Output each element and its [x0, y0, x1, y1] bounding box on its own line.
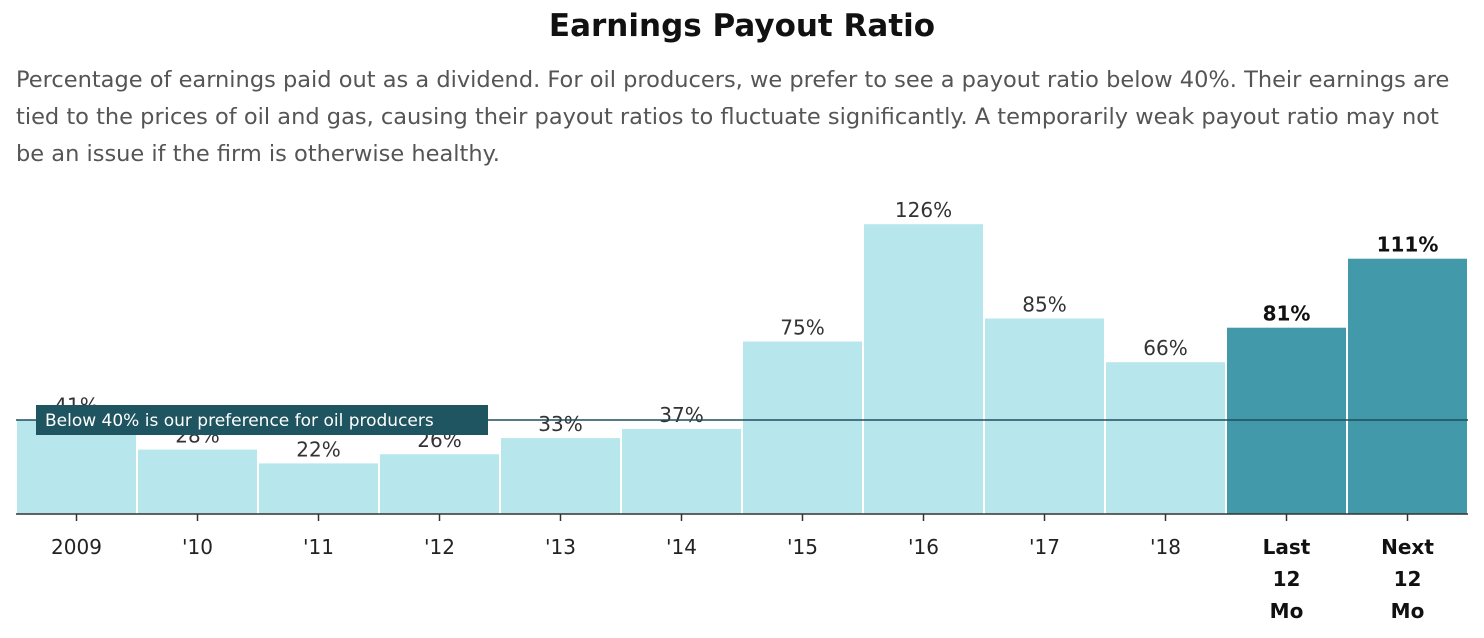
x-tick-label-5: '14 — [666, 535, 697, 559]
chart-title: Earnings Payout Ratio — [548, 8, 936, 44]
bar-1 — [138, 449, 257, 514]
x-tick-label-10: Last 12 Mo — [1263, 535, 1311, 623]
x-tick-label-9: '18 — [1150, 535, 1181, 559]
bar-value-label-2: 22% — [296, 437, 340, 461]
x-tick-label-4: '13 — [545, 535, 576, 559]
bar-5 — [622, 428, 741, 514]
bar-10 — [1227, 327, 1346, 514]
bar-value-label-11: 111% — [1377, 233, 1439, 257]
bar-0 — [17, 419, 136, 514]
chart-subtitle: Percentage of earnings paid out as a div… — [16, 67, 1450, 167]
bar-value-label-4: 33% — [538, 412, 582, 436]
x-tick-label-1: '10 — [182, 535, 213, 559]
x-tick-label-3: '12 — [424, 535, 455, 559]
x-tick-label-11: Next 12 Mo — [1381, 535, 1434, 623]
bar-value-label-10: 81% — [1263, 302, 1311, 326]
bar-value-label-5: 37% — [659, 403, 703, 427]
x-tick-label-0: 2009 — [51, 535, 102, 559]
x-tick-label-8: '17 — [1029, 535, 1060, 559]
x-tick-label-2: '11 — [303, 535, 334, 559]
bar-value-label-6: 75% — [780, 316, 824, 340]
bar-value-label-7: 126% — [895, 198, 952, 222]
bar-value-label-9: 66% — [1143, 336, 1187, 360]
bar-9 — [1106, 362, 1225, 514]
bar-7 — [864, 224, 983, 514]
bar-value-label-8: 85% — [1022, 293, 1066, 317]
bar-6 — [743, 341, 862, 514]
bar-2 — [259, 463, 378, 514]
bar-11 — [1348, 258, 1467, 514]
x-tick-label-6: '15 — [787, 535, 818, 559]
bar-3 — [380, 454, 499, 514]
reference-label: Below 40% is our preference for oil prod… — [45, 411, 434, 431]
reference-label-box — [36, 405, 488, 435]
bar-8 — [985, 318, 1104, 514]
bar-4 — [501, 438, 620, 514]
x-tick-label-7: '16 — [908, 535, 939, 559]
